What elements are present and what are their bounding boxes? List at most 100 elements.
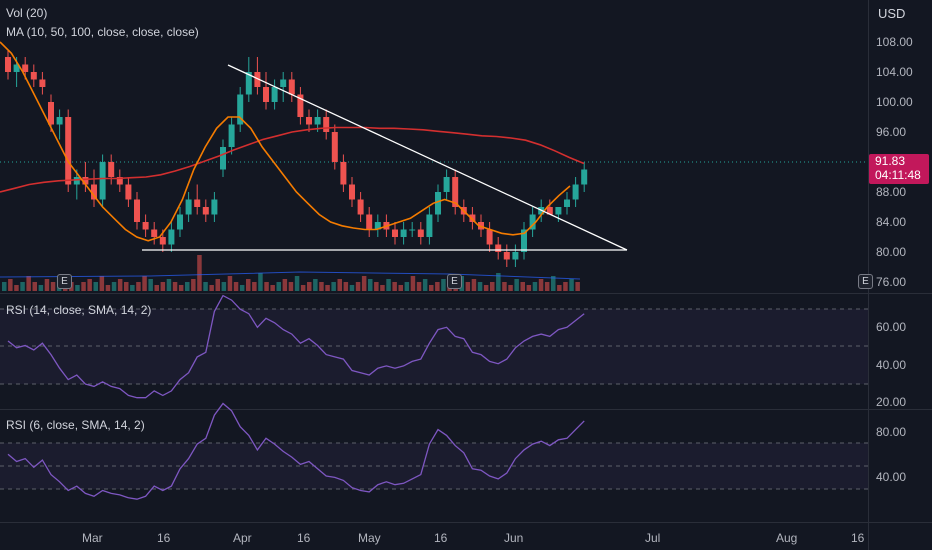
rsi6-tick: 80.00 [876,425,907,439]
volume-bar [563,282,568,291]
candle-body [91,184,97,200]
candle-body [426,214,433,237]
volume-bar [142,276,147,291]
candle-body [65,117,72,185]
candle-body [443,177,450,192]
volume-bar [75,285,80,291]
candle-body [125,184,132,200]
legend-rsi-14[interactable]: RSI (14, close, SMA, 14, 2) [6,303,152,317]
candle-body [56,117,63,125]
price-tick: 76.00 [876,275,907,289]
candle-body [546,207,553,215]
candle-body [271,87,278,102]
candle-body [30,72,37,80]
candle-body [237,94,244,125]
candle-body [349,184,355,200]
price-tick: 104.00 [876,65,913,79]
volume-bar [392,282,397,291]
rsi14-tick: 60.00 [876,320,907,334]
volume-bar [313,279,318,291]
price-tick: 80.00 [876,245,907,259]
volume-bar [538,279,544,291]
volume-bar [368,279,373,291]
candle-body [194,199,201,207]
volume-bar [429,285,434,291]
time-tick: 16 [297,531,311,545]
volume-bar [514,279,519,291]
candle-body [280,79,287,87]
volume-bar [2,282,7,291]
volume-bar [496,273,501,291]
volume-bar [349,285,355,291]
volume-bar [233,282,239,291]
volume-bar [477,282,483,291]
time-tick-jun: Jun [504,531,524,545]
volume-bar [87,279,92,291]
earnings-icon[interactable]: E [447,274,462,289]
candle-body [564,199,570,207]
legend-moving-average[interactable]: MA (10, 50, 100, close, close, close) [6,25,199,39]
volume-bar [557,285,562,291]
candle-body [572,184,579,200]
volume-bar [569,279,574,291]
time-tick-aug: Aug [776,531,798,545]
candle-body [331,132,338,162]
rsi14-tick: 40.00 [876,358,907,372]
candle-body [495,244,502,252]
candle-body [168,229,175,245]
volume-bar [471,279,477,291]
volume-bar [130,285,135,291]
rsi6-line [7,402,585,500]
volume-bar [551,276,556,291]
price-tick: 108.00 [876,35,913,49]
pane-divider-2[interactable] [0,409,932,410]
volume-bar [288,282,294,291]
legend-rsi-6[interactable]: RSI (6, close, SMA, 14, 2) [6,418,145,432]
candle-body [13,64,20,72]
volume-bar [111,282,117,291]
earnings-icon[interactable]: E [57,274,72,289]
price-tick: 88.00 [876,185,907,199]
candle-body [340,162,347,185]
volume-bar [148,279,153,291]
volume-bar [300,285,306,291]
candle-body [73,177,80,185]
candle-body [245,72,252,95]
pane-divider-1[interactable] [0,293,932,294]
volume-bar [105,285,111,291]
candle-body [220,147,226,170]
candle-body [142,222,149,230]
volume-bar [239,285,245,291]
volume-bar [191,279,196,291]
candle-body [435,192,441,215]
trendline-resistance [227,64,628,251]
volume-ma-line [0,271,581,280]
candle-body [323,117,330,132]
volume-bar [490,282,495,291]
candle-body [134,199,140,222]
volume-bar [178,285,184,291]
earnings-icon[interactable]: E [858,274,873,289]
volume-bar [380,285,385,291]
volume-bar [166,279,172,291]
volume-bar [410,276,416,291]
candle-body [48,102,54,125]
volume-bar [465,282,471,291]
legend-volume[interactable]: Vol (20) [6,6,48,20]
candle-body [108,162,115,177]
candle-body [151,229,158,237]
currency-label: USD [878,6,906,21]
candle-body [392,229,398,237]
volume-bar [404,282,410,291]
candle-body [452,177,459,207]
candle-body [177,214,183,230]
candle-body [581,169,588,185]
volume-bar [81,282,86,291]
candle-body [374,222,381,230]
volume-bar [294,276,300,291]
ma-slow-line [0,126,585,193]
volume-bar [38,285,44,291]
volume-bar [575,282,580,291]
volume-bar [172,282,178,291]
